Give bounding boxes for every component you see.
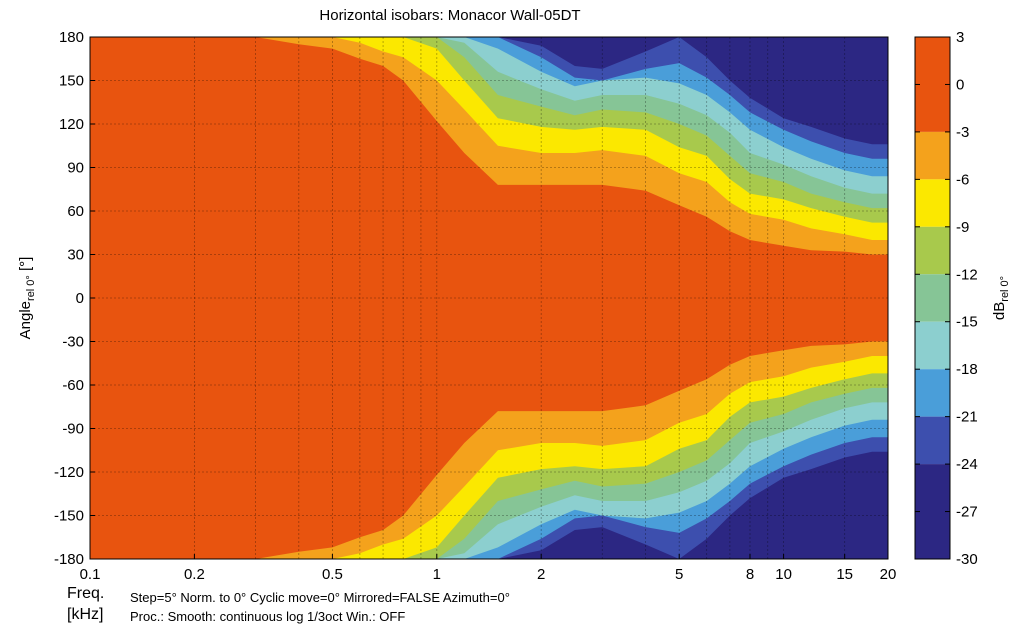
y-tick-label: -90 xyxy=(62,421,84,438)
settings-line: Step=5° Norm. to 0° Cyclic move=0° Mirro… xyxy=(130,590,510,605)
colorbar-band xyxy=(915,464,950,559)
colorbar-tick-label: 0 xyxy=(956,76,964,93)
x-axis-label: Freq. xyxy=(67,585,105,602)
colorbar-tick-label: -12 xyxy=(956,266,978,283)
x-tick-label: 0.2 xyxy=(184,566,205,583)
colorbar-band xyxy=(915,37,950,132)
x-axis: 0.1 0.2 0.5 1 2 5 8 10 15 20 xyxy=(80,554,897,583)
colorbar-frame xyxy=(914,36,951,560)
y-axis: 180 150 120 90 60 30 0 -30 -60 -90 -120 -150 -180 xyxy=(54,29,95,568)
y-tick-label: -180 xyxy=(54,551,84,568)
x-tick-label: 2 xyxy=(537,566,545,583)
colorbar-tick-label: 3 xyxy=(956,29,964,46)
x-tick-label: 0.1 xyxy=(80,566,101,583)
y-tick-label: 0 xyxy=(76,290,84,307)
x-tick-label: 5 xyxy=(675,566,683,583)
colorbar-tick-label: -27 xyxy=(956,504,978,521)
x-tick-label: 1 xyxy=(433,566,441,583)
colorbar-band xyxy=(915,274,950,322)
plot-area xyxy=(89,36,889,560)
x-tick-label: 8 xyxy=(746,566,754,583)
band-minus21dB-upper xyxy=(90,37,888,159)
y-tick-label: 60 xyxy=(67,203,84,220)
band-minus18dB-lower xyxy=(90,419,888,559)
band-minus24dB-upper xyxy=(90,37,888,145)
processing-line: Proc.: Smooth: continuous log 1/3oct Win… xyxy=(130,609,406,624)
colorbar-band xyxy=(915,179,950,227)
band-minus21dB-lower xyxy=(90,437,888,559)
y-tick-label: -120 xyxy=(54,464,84,481)
chart-title: Horizontal isobars: Monacor Wall-05DT xyxy=(319,7,580,24)
x-tick-label: 20 xyxy=(880,566,897,583)
colorbar-band xyxy=(915,416,950,465)
colorbar-tick-label: -18 xyxy=(956,361,978,378)
y-tick-label: -150 xyxy=(54,508,84,525)
colorbar-tick-label: -6 xyxy=(956,171,969,188)
x-tick-label: 10 xyxy=(775,566,792,583)
colorbar-label: dBrel 0° xyxy=(991,276,1011,320)
band-minus18dB-upper xyxy=(90,37,888,177)
y-tick-label: -30 xyxy=(62,334,84,351)
x-axis-unit: [kHz] xyxy=(67,606,104,623)
colorbar-band xyxy=(915,369,950,417)
colorbar-tick-label: -30 xyxy=(956,551,978,568)
y-tick-label: 90 xyxy=(67,160,84,177)
y-tick-label: 30 xyxy=(67,247,84,264)
y-tick-label: -60 xyxy=(62,377,84,394)
y-axis-label: Anglerel 0° [°] xyxy=(17,257,37,340)
colorbar-band xyxy=(915,226,950,275)
y-tick-label: 150 xyxy=(59,73,84,90)
y-tick-label: 180 xyxy=(59,29,84,46)
x-tick-label: 0.5 xyxy=(322,566,343,583)
colorbar-tick-label: -9 xyxy=(956,219,969,236)
band-minus24dB-lower xyxy=(90,451,888,559)
y-tick-label: 120 xyxy=(59,116,84,133)
colorbar-tick-label: -21 xyxy=(956,409,978,426)
colorbar-tick-label: -24 xyxy=(956,456,978,473)
colorbar-band xyxy=(915,321,950,370)
colorbar-tick-label: -15 xyxy=(956,314,978,331)
colorbar-band xyxy=(915,131,950,180)
colorbar-tick-label: -3 xyxy=(956,124,969,141)
colorbar: 3 0 -3 -6 -9 -12 -15 -18 -21 -24 -27 -30 dBrel 0° xyxy=(914,29,1011,568)
x-tick-label: 15 xyxy=(836,566,853,583)
